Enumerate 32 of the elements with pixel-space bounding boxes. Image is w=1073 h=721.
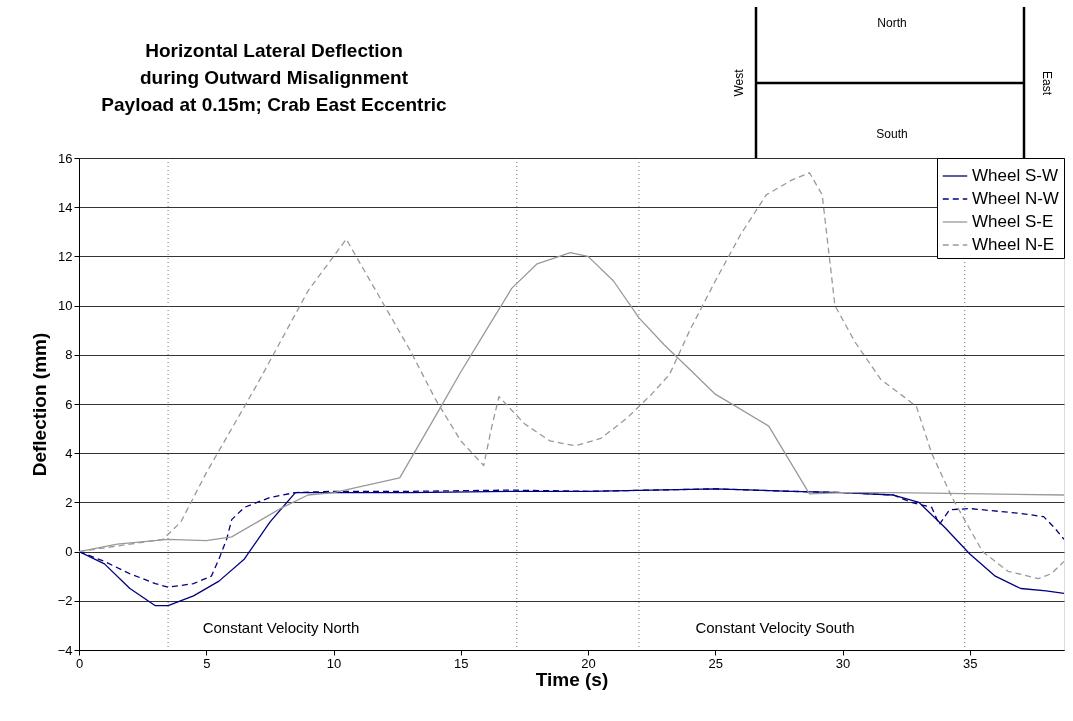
- y-tick-label: 8: [65, 347, 73, 363]
- y-tick-label: 2: [65, 494, 73, 510]
- legend-label: Wheel S-W: [972, 166, 1058, 185]
- chart-title: Horizontal Lateral Deflection during Outward Misalignment Payload at 0.15m; Crab East Eccentric: [101, 40, 448, 115]
- y-tick-label: 16: [58, 150, 73, 166]
- annotation: Constant Velocity North: [202, 619, 360, 636]
- y-tick-label: 6: [65, 396, 73, 412]
- x-tick-label: 20: [581, 655, 596, 671]
- text: South: [876, 127, 908, 141]
- y-tick-label: 10: [58, 298, 73, 314]
- annotation: Constant Velocity South: [695, 619, 855, 636]
- legend-label: Wheel S-E: [972, 212, 1054, 231]
- text: North: [877, 16, 907, 30]
- x-tick-label: 0: [75, 655, 84, 671]
- x-tick-label: 30: [835, 655, 851, 671]
- y-tick-label: 14: [58, 199, 73, 215]
- y-tick-label: 0: [65, 544, 73, 560]
- y-tick-label: −2: [57, 593, 73, 609]
- x-tick-label: 25: [708, 655, 724, 671]
- legend-label: Wheel N-W: [972, 189, 1059, 208]
- x-tick-label: 10: [326, 655, 342, 671]
- x-tick-label: 35: [963, 655, 978, 671]
- text: West: [732, 68, 746, 97]
- text: East: [1040, 70, 1054, 96]
- y-tick-label: 12: [58, 248, 73, 264]
- x-tick-label: 15: [454, 655, 469, 671]
- y-tick-label: −4: [57, 642, 73, 658]
- y-axis-title: Deflection (mm): [28, 332, 50, 477]
- legend-label: Wheel N-E: [972, 235, 1055, 254]
- x-axis-title: Time (s): [535, 668, 609, 690]
- x-tick-label: 5: [203, 655, 211, 671]
- y-tick-label: 4: [65, 445, 73, 461]
